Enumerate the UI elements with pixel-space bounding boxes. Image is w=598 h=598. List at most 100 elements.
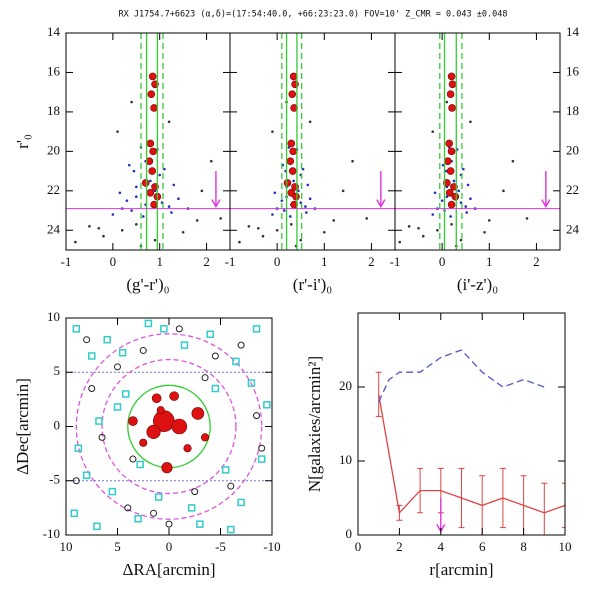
point bbox=[95, 417, 103, 425]
member-point bbox=[171, 418, 188, 435]
y-tick-label: 0 bbox=[346, 526, 353, 541]
x-tick-label: 0 bbox=[110, 254, 117, 269]
point bbox=[74, 444, 83, 452]
point bbox=[93, 522, 101, 531]
point bbox=[502, 189, 505, 193]
point bbox=[153, 238, 157, 242]
point bbox=[177, 197, 180, 201]
point bbox=[253, 412, 261, 420]
point bbox=[247, 379, 256, 387]
point bbox=[195, 219, 199, 222]
point bbox=[74, 240, 77, 244]
point bbox=[459, 238, 463, 242]
arrow bbox=[211, 171, 221, 209]
point bbox=[398, 240, 402, 244]
frame bbox=[357, 312, 566, 536]
point bbox=[292, 179, 295, 183]
member-point bbox=[445, 188, 454, 197]
plot-area bbox=[66, 319, 272, 534]
point bbox=[445, 195, 449, 199]
member-point bbox=[289, 72, 298, 81]
member-point bbox=[289, 147, 297, 156]
point bbox=[450, 223, 453, 226]
y-tick-label: 10 bbox=[47, 309, 60, 324]
point bbox=[525, 217, 529, 220]
member-point bbox=[283, 179, 292, 187]
point bbox=[305, 211, 308, 214]
y-tick-label: 14 bbox=[47, 24, 61, 39]
point bbox=[275, 228, 279, 232]
member-point bbox=[446, 167, 455, 175]
y-tick-label: 0 bbox=[54, 417, 61, 432]
radius-circle bbox=[101, 358, 237, 495]
point bbox=[365, 217, 369, 220]
point bbox=[102, 234, 105, 238]
y-tick-label: -5 bbox=[49, 472, 60, 487]
point bbox=[297, 189, 300, 193]
x-tick-label: 2 bbox=[203, 254, 210, 269]
point bbox=[440, 199, 444, 202]
point bbox=[431, 213, 435, 216]
point bbox=[118, 348, 127, 357]
member-point bbox=[146, 139, 155, 148]
x-axis-label: (i'-z')₀ bbox=[457, 275, 498, 294]
point bbox=[113, 403, 122, 411]
point bbox=[150, 509, 158, 517]
point bbox=[322, 230, 326, 234]
member-point bbox=[150, 104, 158, 112]
x-tick-label: 2 bbox=[396, 539, 403, 554]
point bbox=[170, 211, 173, 214]
member-point bbox=[148, 72, 157, 81]
point bbox=[332, 219, 336, 222]
error-bar bbox=[520, 475, 527, 535]
y-tick-label: 18 bbox=[47, 103, 60, 118]
plot-area bbox=[375, 349, 565, 535]
point bbox=[271, 130, 274, 133]
point bbox=[121, 390, 130, 398]
y-tick-label: 20 bbox=[339, 378, 352, 393]
y-axis-label: N[galaxies/arcmin²] bbox=[305, 356, 324, 492]
point bbox=[252, 325, 261, 333]
point bbox=[257, 455, 266, 463]
y-axis-label: r'₀ bbox=[13, 134, 32, 149]
point bbox=[431, 130, 435, 133]
point bbox=[200, 189, 204, 193]
error-bar bbox=[375, 371, 382, 418]
point bbox=[158, 173, 162, 177]
x-tick-label: 1 bbox=[321, 254, 328, 269]
y-tick-label: 16 bbox=[47, 63, 61, 78]
arrow bbox=[541, 171, 551, 209]
figure-title: RX J1754.7+6623 (α,δ)=(17:54:40.0, +66:2… bbox=[119, 10, 508, 20]
x-tick-label: -1 bbox=[225, 254, 236, 269]
y-tick-label: 20 bbox=[566, 142, 579, 157]
point bbox=[271, 213, 274, 216]
point bbox=[299, 238, 303, 242]
y-tick-label: 24 bbox=[47, 221, 61, 236]
error-bar bbox=[479, 475, 486, 535]
plot-area bbox=[395, 33, 560, 250]
point bbox=[98, 433, 106, 441]
x-tick-label: -1 bbox=[390, 254, 401, 269]
point bbox=[483, 230, 486, 234]
member-point bbox=[448, 80, 457, 89]
x-tick-label: -5 bbox=[215, 539, 226, 554]
x-tick-label: 0 bbox=[355, 539, 362, 554]
error-bar bbox=[417, 467, 424, 514]
member-point bbox=[161, 462, 173, 474]
point bbox=[139, 347, 147, 355]
point bbox=[487, 219, 491, 222]
point bbox=[421, 234, 425, 238]
point bbox=[70, 509, 78, 518]
x-tick-label: -1 bbox=[61, 254, 72, 269]
member-point bbox=[128, 416, 138, 426]
member-point bbox=[445, 139, 454, 148]
member-point bbox=[447, 200, 456, 209]
x-tick-label: 6 bbox=[479, 539, 486, 554]
point bbox=[175, 325, 183, 333]
point bbox=[154, 493, 163, 501]
point bbox=[165, 520, 173, 528]
member-point bbox=[447, 147, 456, 156]
member-point bbox=[448, 104, 456, 112]
point bbox=[132, 169, 136, 173]
point bbox=[82, 471, 91, 480]
